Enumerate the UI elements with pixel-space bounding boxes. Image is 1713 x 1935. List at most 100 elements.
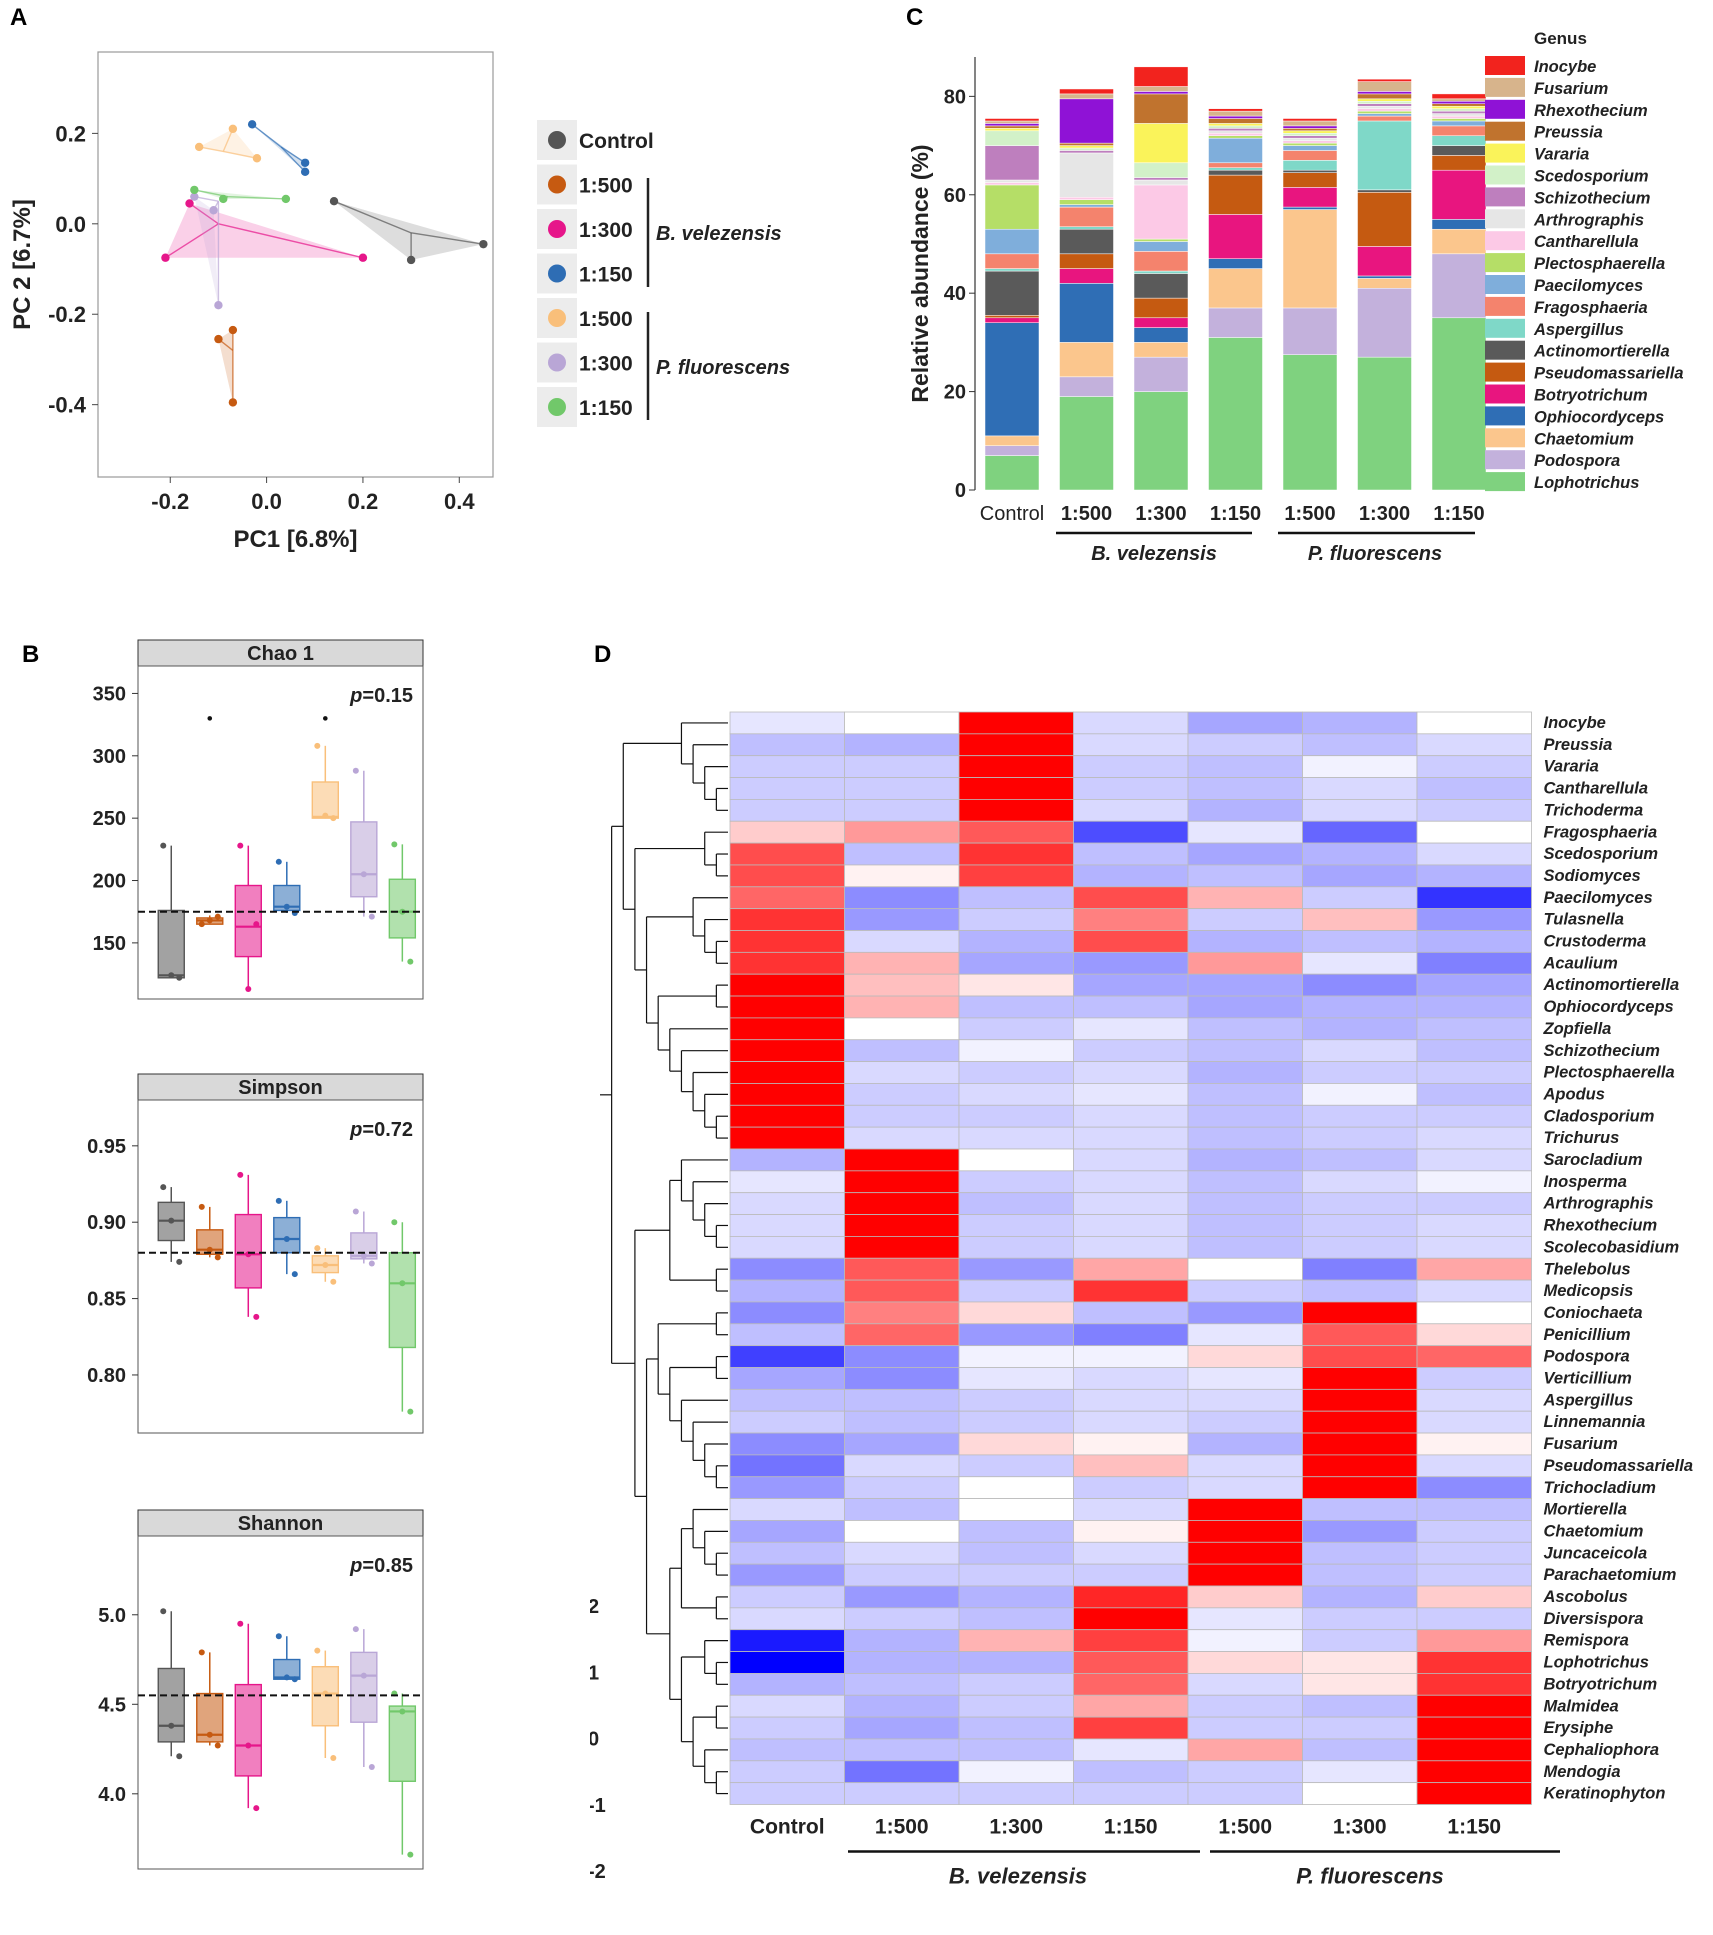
- heat-cell: [1416, 1410, 1532, 1434]
- jitter-point-bv150: [283, 903, 290, 910]
- heat-cell: [844, 1432, 960, 1456]
- heat-cell: [1416, 951, 1532, 975]
- heat-cell: [1187, 1738, 1303, 1762]
- point-bv500: [228, 398, 238, 407]
- pca-chart: -0.2 0.0 0.2 0.4 0.2 0.0 -0.2 -0.4 PC1 [6.8%] PC …: [9, 51, 790, 553]
- bar-segment-cantharellula: [1059, 196, 1114, 200]
- bar-segment-botryotrichum: [1133, 317, 1189, 328]
- heat-cell: [844, 733, 960, 757]
- box-bv300: [234, 1213, 262, 1289]
- heat-cell: [729, 1563, 845, 1587]
- heat-cell: [1187, 1170, 1303, 1194]
- legend-label: Rhexothecium: [1534, 102, 1648, 120]
- bar-segment-vararia: [1059, 145, 1114, 149]
- bar-segment-inocybe: [1133, 66, 1189, 87]
- hull-pf150: [194, 189, 286, 199]
- bar-segment-preussia: [1208, 118, 1263, 124]
- row-label: Pseudomassariella: [1544, 1457, 1694, 1475]
- heat-cell: [729, 733, 845, 757]
- heat-cell: [844, 995, 960, 1019]
- heat-cell: [844, 1563, 960, 1587]
- p-value: p=0.15: [349, 685, 413, 707]
- bar-segment-chaetomium: [1133, 342, 1189, 358]
- bar-segment-actinomortierella: [1357, 189, 1412, 193]
- bar-segment-scedosporium: [984, 130, 1040, 146]
- heat-cell: [958, 798, 1074, 822]
- jitter-point-bv300: [237, 842, 244, 849]
- hull-bv150: [252, 124, 306, 172]
- bar-segment-fusarium: [1431, 98, 1487, 102]
- bar-segment-botryotrichum: [984, 317, 1040, 323]
- y-tick-label: -0.4: [48, 393, 87, 418]
- heat-cell: [958, 1170, 1074, 1194]
- spoke-bv150: [251, 123, 282, 148]
- heat-cell: [1187, 1498, 1303, 1521]
- jitter-point-pf500: [314, 1647, 321, 1654]
- bar-segment-paecilomyces: [984, 228, 1040, 255]
- y-tick-label: 0.0: [55, 212, 86, 237]
- bar-segment-vararia: [1208, 123, 1263, 127]
- row-label: Ophiocordyceps: [1544, 998, 1674, 1016]
- bar-segment-actinomortierella: [1282, 169, 1338, 173]
- x-tick-label: Control: [980, 503, 1044, 525]
- x-tick-label: 0.2: [348, 489, 379, 514]
- bar-segment-fragosphaeria: [1133, 251, 1189, 272]
- heat-cell: [958, 1629, 1074, 1652]
- p-symbol: p: [349, 685, 362, 707]
- heat-cell: [1073, 820, 1189, 844]
- bar-segment-actinomortierella: [1208, 169, 1263, 176]
- heat-cell: [729, 820, 845, 844]
- spoke-pf150: [228, 195, 286, 200]
- heat-cell: [1302, 1170, 1418, 1194]
- heat-cell: [1073, 1148, 1189, 1172]
- bar-segment-ophiocordyceps: [984, 322, 1040, 437]
- jitter-point-pf150: [391, 1219, 398, 1226]
- heat-cell: [729, 1236, 845, 1259]
- bar-segment-aspergillus: [1282, 160, 1338, 171]
- legend-dot-bv300: [548, 220, 566, 238]
- jitter-point-pf300: [360, 1252, 367, 1259]
- heat-cell: [844, 1694, 960, 1718]
- bar-segment-arthrographis: [1431, 113, 1487, 117]
- heat-cell: [1073, 1760, 1189, 1784]
- heat-cell: [1302, 1192, 1418, 1215]
- bar-segment-scedosporium: [1133, 162, 1189, 178]
- heat-cell: [1416, 1214, 1532, 1237]
- heat-cell: [958, 1148, 1074, 1172]
- box-bv300: [234, 884, 262, 958]
- row-label: Rhexothecium: [1544, 1217, 1658, 1235]
- heat-cell: [1416, 755, 1532, 778]
- heat-cell: [729, 1738, 845, 1762]
- heat-cell: [844, 1257, 960, 1281]
- point-bv300: [185, 199, 194, 208]
- bar-segment-arthrographis: [1059, 152, 1114, 198]
- heat-cell: [1302, 1520, 1418, 1543]
- heat-cell: [844, 1410, 960, 1434]
- row-label: Actinomortierella: [1543, 976, 1680, 994]
- heat-cell: [1073, 1257, 1189, 1281]
- x-tick-label: 1:150: [1433, 503, 1484, 525]
- group-label-pf: P. fluorescens: [1308, 543, 1442, 565]
- jitter-point-pf500: [330, 1278, 337, 1285]
- heat-cell: [1302, 1541, 1418, 1565]
- jitter-point-pf500: [330, 1755, 337, 1761]
- row-label: Cladosporium: [1544, 1107, 1655, 1125]
- heat-cell: [1302, 1345, 1418, 1368]
- heat-cell: [1416, 1607, 1532, 1631]
- heat-cell: [1187, 1257, 1303, 1281]
- facet-strip: [137, 1073, 424, 1101]
- bar-segment-fragosphaeria: [1059, 206, 1114, 228]
- p-number: =0.72: [362, 1119, 413, 1141]
- point-pf500: [194, 142, 204, 152]
- column-label: 1:150: [1104, 1816, 1158, 1839]
- heat-cell: [958, 1673, 1074, 1696]
- jitter-point-pf500: [314, 742, 321, 749]
- legend-swatch: [1485, 56, 1525, 75]
- heat-cell: [844, 1673, 960, 1696]
- heat-cell: [1073, 1651, 1189, 1674]
- heat-cell: [958, 1192, 1074, 1215]
- p-symbol: p: [349, 1119, 362, 1141]
- bar-segment-rhexothecium: [1357, 91, 1412, 95]
- bar-segment-rhexothecium: [1282, 125, 1338, 129]
- heat-cell: [1302, 1104, 1418, 1128]
